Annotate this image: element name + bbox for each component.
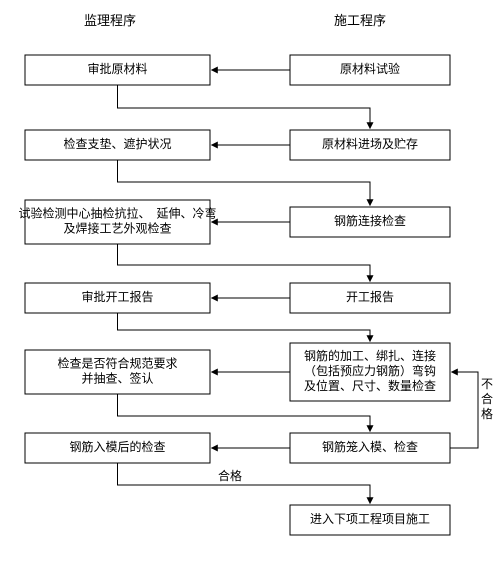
flow-node-label: 检查支垫、遮护状况	[63, 136, 171, 151]
flow-node-label: 钢筋笼入模、检查	[322, 439, 418, 454]
flow-edge	[118, 85, 371, 129]
edge-label: 合格	[218, 468, 242, 483]
flow-node-label: 原材料进场及贮存	[322, 136, 418, 151]
flow-node-label: 钢筋的加工、绑扎、连接	[304, 348, 436, 363]
edge-label: 格	[481, 406, 493, 421]
flow-edge	[118, 463, 371, 504]
flow-node-label: 钢筋连接检查	[334, 213, 406, 228]
column-header-right: 施工程序	[334, 13, 386, 28]
flow-edge	[450, 372, 478, 448]
flow-node-label: 试验检测中心抽检抗拉、 延伸、冷弯	[18, 205, 216, 220]
flow-node-label: （包括预应力钢筋）弯钩	[304, 363, 436, 378]
flow-edge	[118, 313, 371, 342]
flow-edge	[118, 244, 371, 282]
flow-node-label: 开工报告	[346, 289, 394, 304]
flow-node-label: 审批原材料	[87, 61, 147, 76]
edge-label: 合	[481, 391, 493, 406]
flow-node-label: 审批开工报告	[81, 289, 153, 304]
flow-node-label: 原材料试验	[340, 61, 400, 76]
edge-label: 不	[481, 377, 493, 391]
flow-node-label: 进入下项工程项目施工	[310, 511, 430, 526]
flow-node-label: 检查是否符合规范要求	[57, 355, 177, 370]
column-header-left: 监理程序	[84, 13, 136, 28]
flow-edge	[118, 160, 371, 206]
flow-node-label: 及位置、尺寸、数量检查	[304, 378, 436, 393]
flow-node-label: 钢筋入模后的检查	[69, 439, 165, 454]
flow-node-label: 并抽查、签认	[81, 370, 153, 385]
flow-node-label: 及焊接工艺外观检查	[63, 220, 171, 235]
